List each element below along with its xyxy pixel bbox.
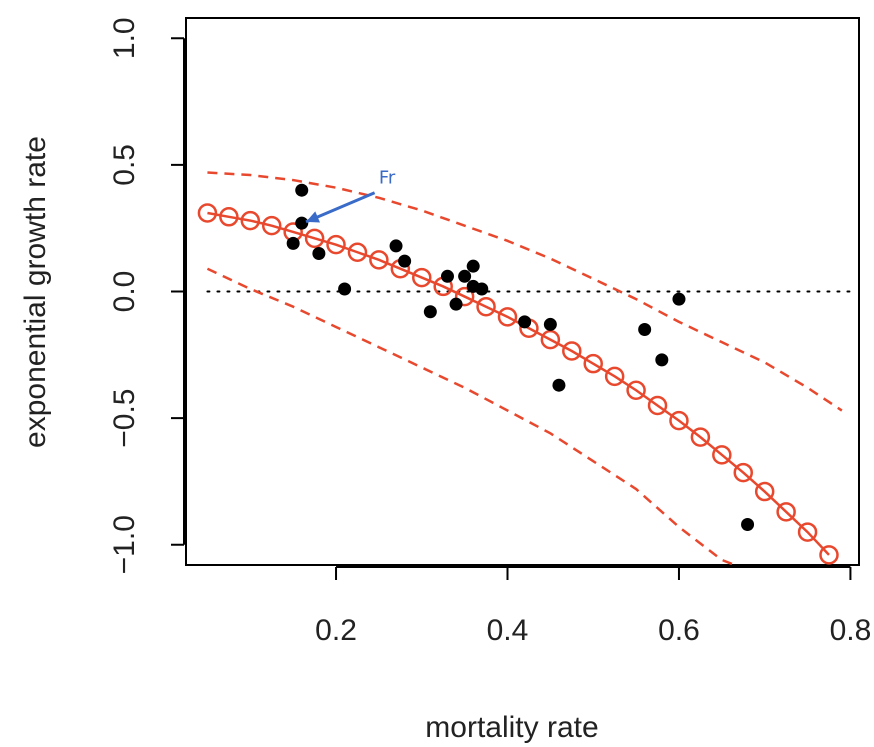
fit-marker	[326, 234, 346, 255]
data-point	[518, 315, 532, 329]
data-point	[389, 239, 403, 253]
axes: 0.2 0.4 0.6 0.8 −1.0 −0.5 0.0 0.5 1.0	[108, 17, 871, 647]
fit-marker	[797, 522, 818, 542]
plot-clip-group	[197, 171, 852, 565]
annotation-arrow-head	[306, 211, 321, 223]
fit-marker	[369, 250, 389, 270]
fit-marker	[583, 353, 603, 374]
fit-marker	[240, 210, 261, 231]
x-tick-label: 0.6	[658, 614, 700, 647]
y-tick-label: 0.0	[108, 271, 141, 313]
fit-marker	[347, 242, 368, 262]
data-point	[458, 269, 472, 283]
x-tick-label: 0.8	[830, 614, 872, 647]
data-point	[295, 216, 309, 230]
data-point	[655, 353, 669, 367]
fit-marker	[476, 296, 496, 317]
data-point	[440, 269, 454, 283]
fit-marker	[197, 203, 218, 223]
fit-marker	[690, 427, 711, 447]
fit-marker	[219, 207, 239, 227]
y-axis-label: exponential growth rate	[19, 136, 52, 448]
fit-marker	[647, 395, 668, 416]
fit-marker	[819, 545, 839, 565]
fit-marker	[540, 329, 561, 350]
fit-marker	[776, 502, 796, 522]
plot-frame	[185, 17, 860, 566]
fit-marker	[497, 307, 518, 327]
data-point	[543, 317, 557, 331]
data-point	[552, 378, 566, 392]
data-point	[466, 259, 480, 273]
fit-marker	[712, 445, 732, 465]
fit-marker	[626, 380, 646, 401]
upper-bound-line	[207, 171, 843, 412]
fit-marker	[412, 267, 432, 288]
data-point	[295, 183, 309, 197]
fit-marker	[669, 410, 689, 431]
fit-marker	[562, 341, 582, 361]
fit-marker	[304, 228, 325, 249]
fit-line	[207, 211, 830, 556]
y-tick-label: −0.5	[108, 389, 141, 448]
data-point	[312, 247, 326, 261]
lower-bound-line	[206, 267, 736, 565]
data-point	[423, 305, 437, 319]
x-tick-label: 0.2	[315, 614, 357, 647]
fit-marker	[454, 286, 475, 307]
data-point	[398, 254, 412, 268]
data-point	[449, 297, 463, 311]
fit-marker	[604, 366, 625, 387]
data-point	[741, 517, 755, 531]
y-tick-label: 0.5	[108, 144, 141, 186]
y-tick-label: −1.0	[108, 515, 141, 574]
data-point	[672, 292, 686, 306]
x-axis-label: mortality rate	[425, 711, 598, 744]
fit-marker	[754, 481, 775, 502]
data-point	[286, 236, 300, 250]
data-point	[338, 282, 352, 296]
data-point	[475, 282, 489, 296]
annotation-label: Fr	[379, 168, 396, 189]
data-point	[638, 322, 652, 336]
x-tick-label: 0.4	[487, 614, 529, 647]
fit-marker	[261, 215, 282, 236]
fit-marker	[733, 462, 754, 483]
y-tick-label: 1.0	[108, 17, 141, 59]
plot-area: Fr	[197, 168, 852, 565]
